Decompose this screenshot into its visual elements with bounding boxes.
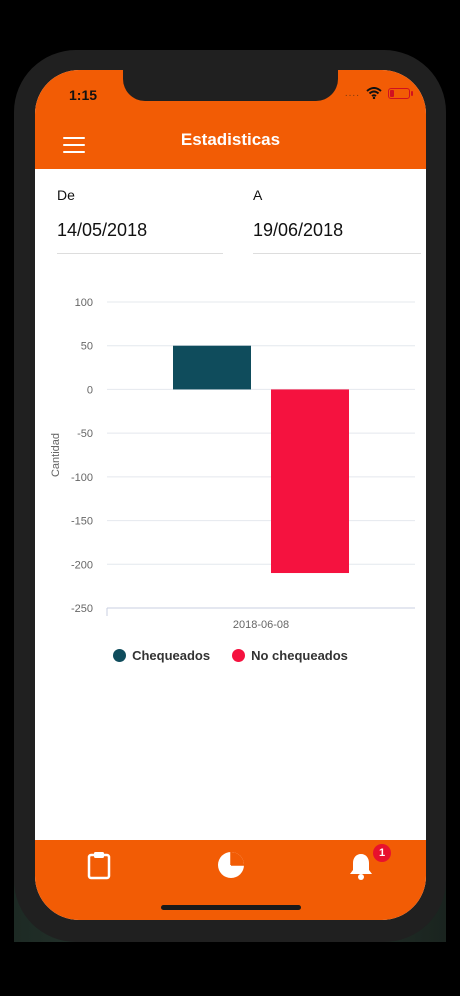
from-date-label: De [57, 187, 75, 203]
y-tick-label: -200 [71, 559, 93, 571]
hamburger-menu-icon[interactable] [63, 137, 85, 153]
legend-label: No chequeados [251, 648, 348, 663]
legend-label: Chequeados [132, 648, 211, 663]
y-tick-label: -150 [71, 516, 93, 528]
from-date-input[interactable]: 14/05/2018 [57, 220, 148, 240]
clipboard-icon [87, 852, 111, 880]
tab-checklist[interactable] [86, 850, 112, 885]
x-tick-label: 2018-06-08 [233, 619, 289, 631]
phone-notch [123, 70, 338, 101]
y-tick-label: -50 [77, 428, 93, 440]
to-date-label: A [253, 187, 263, 203]
y-tick-label: 0 [87, 384, 93, 396]
battery-icon [388, 87, 413, 99]
notification-badge: 1 [373, 844, 391, 862]
legend-color-dot [232, 649, 246, 662]
legend-color-dot [113, 649, 127, 662]
home-indicator [161, 905, 301, 910]
y-tick-label: 50 [81, 341, 93, 353]
bar-chequeados [173, 345, 251, 390]
from-date-underline [57, 253, 223, 254]
wifi-icon [366, 87, 382, 99]
status-icons: .... [344, 87, 413, 99]
to-date-underline [253, 253, 421, 254]
legend-item[interactable]: Chequeados [113, 648, 210, 663]
bell-icon [350, 854, 372, 880]
y-tick-label: 100 [75, 297, 93, 309]
tab-statistics[interactable] [216, 850, 246, 885]
legend-item[interactable]: No chequeados [232, 648, 348, 663]
y-axis-label: Cantidad [50, 433, 62, 477]
bar-no-chequeados [271, 389, 349, 574]
tab-notifications[interactable] [348, 852, 374, 885]
status-time: 1:15 [69, 87, 98, 103]
bar-chart: 100 50 0 -50 -100 -150 -200 -250 Cantidad 2018-06… [50, 297, 415, 631]
chart-legend: Chequeados No chequeados [35, 648, 426, 663]
y-tick-label: -250 [71, 603, 93, 615]
y-tick-label: -100 [71, 472, 93, 484]
to-date-input[interactable]: 19/06/2018 [253, 220, 344, 240]
page-title: Estadisticas [180, 130, 281, 149]
pie-chart-icon [218, 852, 244, 878]
app-screen: 1:15 .... Estadisticas De 14/05/2018 A 1… [35, 70, 426, 920]
signal-dots-icon: .... [344, 87, 360, 99]
